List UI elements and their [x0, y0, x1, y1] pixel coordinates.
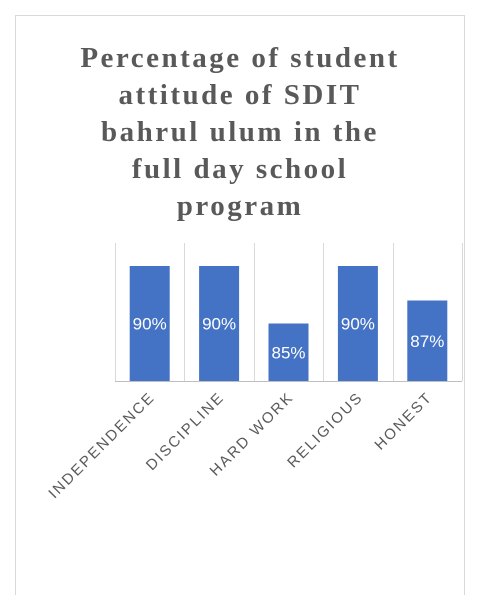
bar-religious: [337, 266, 378, 381]
bar-hard-work: [268, 323, 309, 381]
data-label: 90%: [202, 315, 236, 334]
gridlines: [115, 243, 463, 382]
bar-discipline: [199, 266, 240, 381]
x-tick-label: HONEST: [371, 389, 436, 454]
bar-honest: [407, 300, 448, 381]
data-label: 90%: [133, 315, 167, 334]
data-labels: 90% 90% 85% 90% 87%: [133, 315, 445, 363]
bars: [129, 266, 448, 381]
x-tick-label: INDEPENDENCE: [45, 389, 158, 502]
chart-frame: [15, 15, 465, 595]
data-label: 85%: [271, 343, 305, 362]
data-label: 90%: [341, 315, 375, 334]
data-label: 87%: [410, 332, 444, 351]
bar-independence: [129, 266, 170, 381]
chart-title: Percentage of student attitude of SDIT b…: [80, 42, 400, 222]
